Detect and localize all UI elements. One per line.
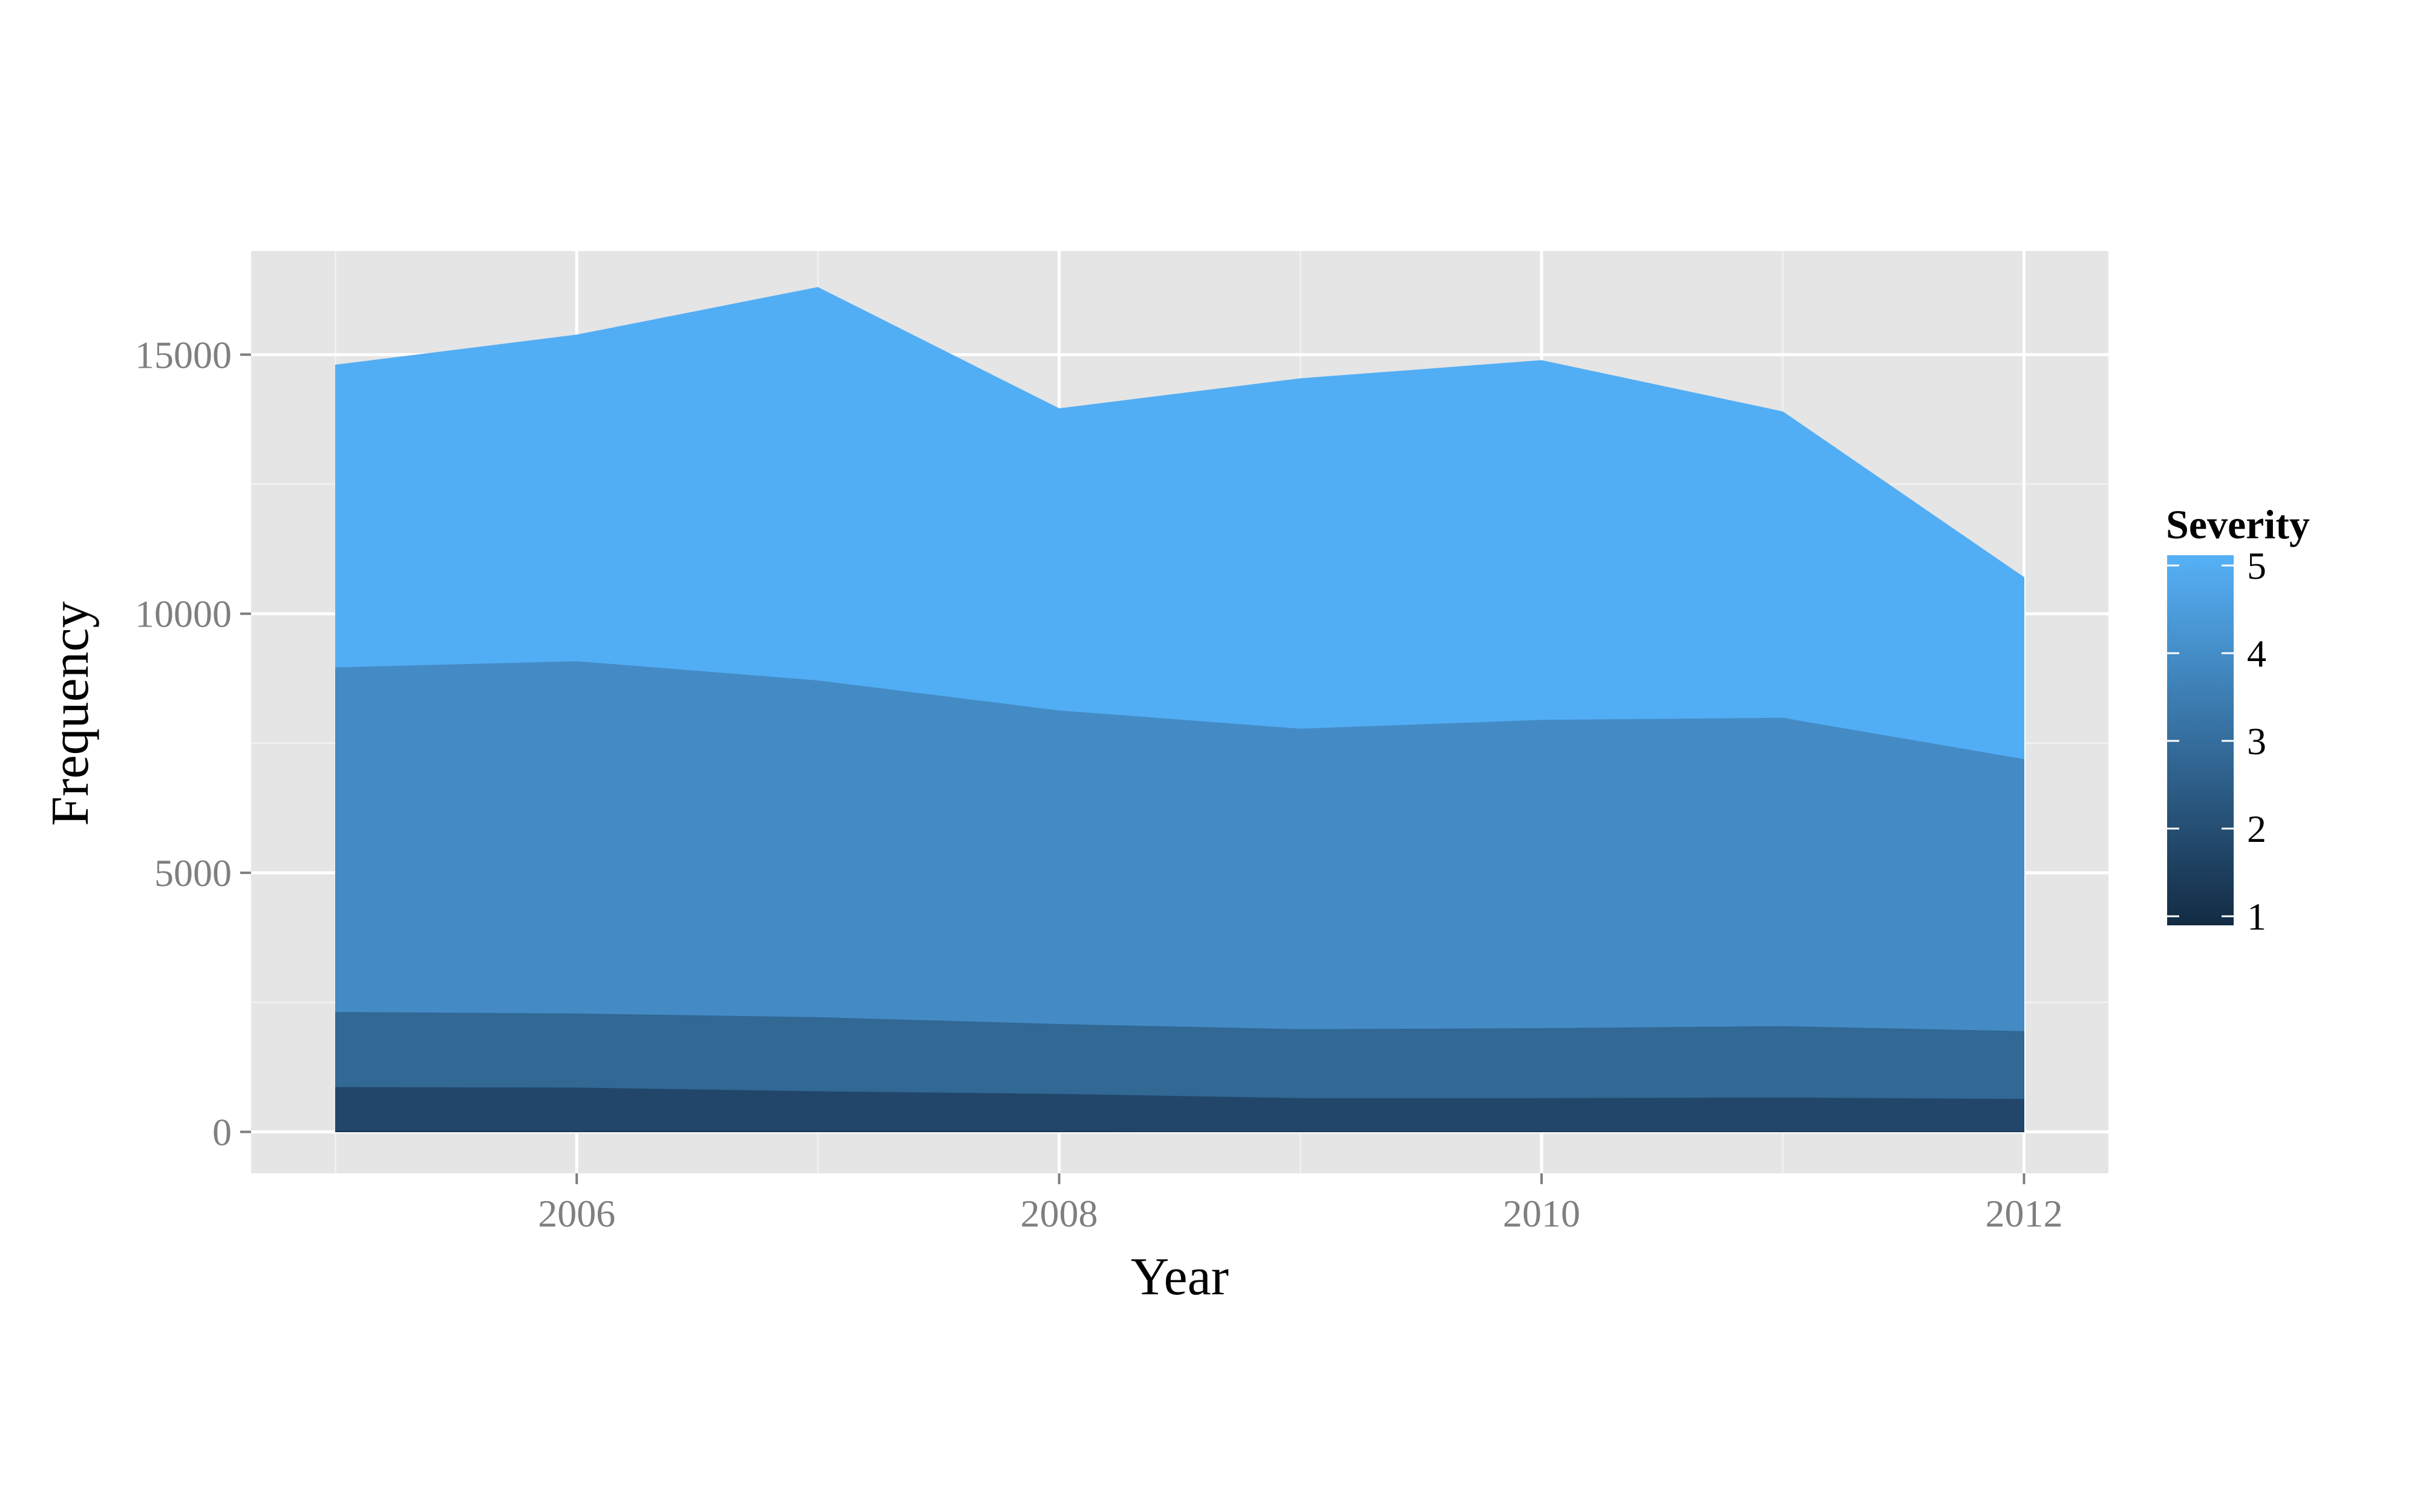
y-axis: 0 5000 10000 15000 — [135, 333, 251, 1153]
y-tick-label: 15000 — [135, 333, 232, 376]
area-severity-5 — [335, 287, 2024, 760]
legend-label: 2 — [2247, 807, 2266, 850]
legend-label: 3 — [2247, 720, 2266, 763]
area-series — [335, 287, 2024, 1132]
legend-label: 5 — [2247, 544, 2266, 587]
x-tick-label: 2012 — [1985, 1192, 2062, 1235]
x-tick-label: 2006 — [538, 1192, 615, 1235]
x-tick-label: 2010 — [1503, 1192, 1580, 1235]
x-axis-title: Year — [1131, 1248, 1229, 1306]
legend-label: 4 — [2247, 632, 2266, 675]
y-tick-label: 10000 — [135, 593, 232, 636]
legend-ticks: 1 2 3 4 5 — [2167, 544, 2266, 938]
y-tick-label: 5000 — [154, 852, 232, 894]
legend-label: 1 — [2247, 895, 2266, 938]
y-tick-label: 0 — [212, 1110, 232, 1153]
legend: Severity 1 2 3 4 5 — [2166, 501, 2310, 938]
x-axis: 2006 2008 2010 2012 — [538, 1173, 2062, 1235]
x-tick-label: 2008 — [1021, 1192, 1098, 1235]
y-axis-title: Frequency — [41, 601, 100, 826]
legend-title: Severity — [2166, 501, 2310, 547]
